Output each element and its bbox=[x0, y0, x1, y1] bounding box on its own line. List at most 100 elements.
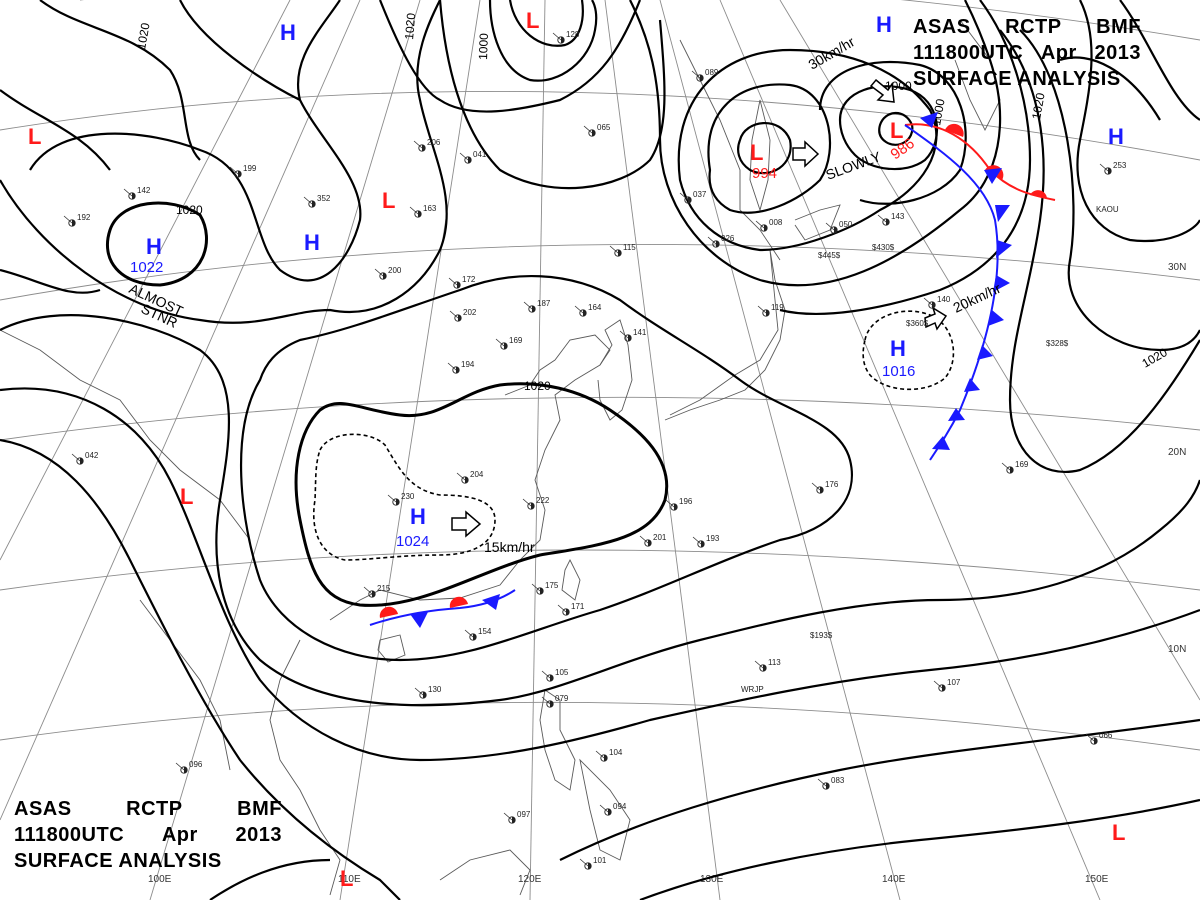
wind-barb-icon bbox=[447, 362, 457, 371]
isobar-east-1 bbox=[629, 0, 1002, 287]
station-pressure: 163 bbox=[423, 204, 437, 213]
isobar-china-ring bbox=[239, 274, 853, 662]
cold-pip bbox=[977, 345, 993, 360]
isobar-ring-7 bbox=[639, 798, 1200, 900]
wind-barb-icon bbox=[692, 536, 702, 545]
station-plot: 175 bbox=[531, 581, 559, 595]
lon-label-100e: 100E bbox=[148, 874, 172, 885]
station-plot: 041 bbox=[459, 150, 487, 164]
station-pressure: 171 bbox=[571, 602, 585, 611]
station-plot: 163 bbox=[409, 204, 437, 218]
cloud-cover-icon bbox=[592, 129, 596, 137]
wind-barb-icon bbox=[619, 330, 629, 339]
station-pressure: 196 bbox=[679, 497, 693, 506]
motion-label-china: 15km/hr bbox=[484, 539, 535, 555]
station-pressure: 128 bbox=[566, 30, 580, 39]
isobar-ring-6 bbox=[209, 858, 331, 900]
isobar-hokkaido-inner bbox=[878, 111, 914, 146]
wind-barb-icon bbox=[583, 125, 593, 134]
wind-barb-icon bbox=[691, 70, 701, 79]
coastlines bbox=[0, 19, 1001, 896]
low-west-symbol: L bbox=[28, 124, 41, 149]
coast-japan-honshu bbox=[664, 249, 786, 421]
cloud-cover-icon bbox=[566, 608, 570, 616]
title-row-2: 111800UTC Apr 2013 bbox=[913, 40, 1141, 66]
longitude-line-80e bbox=[0, 0, 291, 561]
lon-label-120e: 120E bbox=[518, 874, 542, 885]
cloud-cover-icon bbox=[628, 334, 632, 342]
station-plot: 142 bbox=[123, 186, 151, 200]
station-pressure: 253 bbox=[1113, 161, 1127, 170]
cloud-cover-icon bbox=[648, 539, 652, 547]
coast-luzon bbox=[539, 689, 576, 791]
isobar-ring-5 bbox=[559, 718, 1200, 861]
cloud-cover-icon bbox=[1010, 466, 1014, 474]
coast-taiwan bbox=[561, 558, 581, 601]
cloud-cover-icon bbox=[468, 156, 472, 164]
cloud-cover-icon bbox=[618, 249, 622, 257]
station-pressure: 142 bbox=[137, 186, 151, 195]
station-pressure: 199 bbox=[243, 164, 257, 173]
title-row-3: SURFACE ANALYSIS bbox=[14, 848, 282, 874]
wind-barb-icon bbox=[757, 305, 767, 314]
cloud-cover-icon bbox=[457, 281, 461, 289]
station-pressure: 105 bbox=[555, 668, 569, 677]
cloud-cover-icon bbox=[423, 691, 427, 699]
cloud-cover-icon bbox=[604, 754, 608, 762]
station-pressure: 201 bbox=[653, 533, 667, 542]
subtitle-label: SURFACE ANALYSIS bbox=[14, 850, 222, 872]
station-pressure: 096 bbox=[189, 760, 203, 769]
wind-barb-icon bbox=[531, 583, 541, 592]
coast-sakhalin bbox=[749, 99, 771, 212]
wind-barb-icon bbox=[923, 297, 933, 306]
cold-pip bbox=[948, 408, 965, 421]
cloud-cover-icon bbox=[820, 486, 824, 494]
ship-label-kaou: KAOU bbox=[1096, 205, 1119, 214]
cloud-cover-icon bbox=[80, 457, 84, 465]
cloud-cover-icon bbox=[608, 808, 612, 816]
subtitle-label: SURFACE ANALYSIS bbox=[913, 68, 1121, 90]
ship-label-328: $328$ bbox=[1046, 339, 1069, 348]
station-plot: 204 bbox=[456, 470, 484, 484]
coast-bay-bengal bbox=[139, 599, 231, 771]
cloud-cover-icon bbox=[588, 862, 592, 870]
month-label: Apr bbox=[1040, 42, 1077, 64]
station-pressure: 065 bbox=[597, 123, 611, 132]
wind-barb-icon bbox=[541, 670, 551, 679]
station-pressure: 042 bbox=[85, 451, 99, 460]
wind-barb-icon bbox=[459, 152, 469, 161]
longitude-line-120e bbox=[529, 0, 546, 900]
cloud-cover-icon bbox=[540, 587, 544, 595]
isobar-east-5 bbox=[1076, 0, 1200, 243]
wind-barb-icon bbox=[579, 858, 589, 867]
low-southeast-symbol: L bbox=[1112, 820, 1125, 845]
cloud-cover-icon bbox=[72, 219, 76, 227]
isobar-label-a: 1020 bbox=[176, 203, 203, 217]
cloud-cover-icon bbox=[834, 226, 838, 234]
station-pressure: 094 bbox=[613, 802, 627, 811]
year-label: 2013 bbox=[235, 824, 282, 846]
low-south-symbol: L bbox=[340, 866, 353, 891]
ship-label-445: $445$ bbox=[818, 251, 841, 260]
station-plot: 130 bbox=[414, 685, 442, 699]
station-pressure: 089 bbox=[705, 68, 719, 77]
station-pressure: 083 bbox=[831, 776, 845, 785]
month-label: Apr bbox=[161, 824, 198, 846]
station-plot: 193 bbox=[692, 534, 720, 548]
wind-barb-icon bbox=[63, 215, 73, 224]
cloud-cover-icon bbox=[132, 192, 136, 200]
title-row-2: 111800UTC Apr 2013 bbox=[14, 822, 282, 848]
station-plot: 128 bbox=[552, 30, 580, 44]
isobar-label-b: 1020 bbox=[134, 21, 152, 50]
station-plot: 222 bbox=[522, 496, 550, 510]
cold-pip bbox=[920, 112, 938, 128]
wind-barb-icon bbox=[933, 680, 943, 689]
isobar-east-far bbox=[1119, 0, 1200, 121]
wind-barb-icon bbox=[363, 586, 373, 595]
isobar-north-1000 bbox=[488, 0, 598, 82]
cloud-cover-icon bbox=[764, 224, 768, 232]
station-pressure: 206 bbox=[427, 138, 441, 147]
station-plot: 115 bbox=[609, 243, 636, 257]
cloud-cover-icon bbox=[550, 674, 554, 682]
high-siberia-symbol: H bbox=[304, 230, 320, 255]
